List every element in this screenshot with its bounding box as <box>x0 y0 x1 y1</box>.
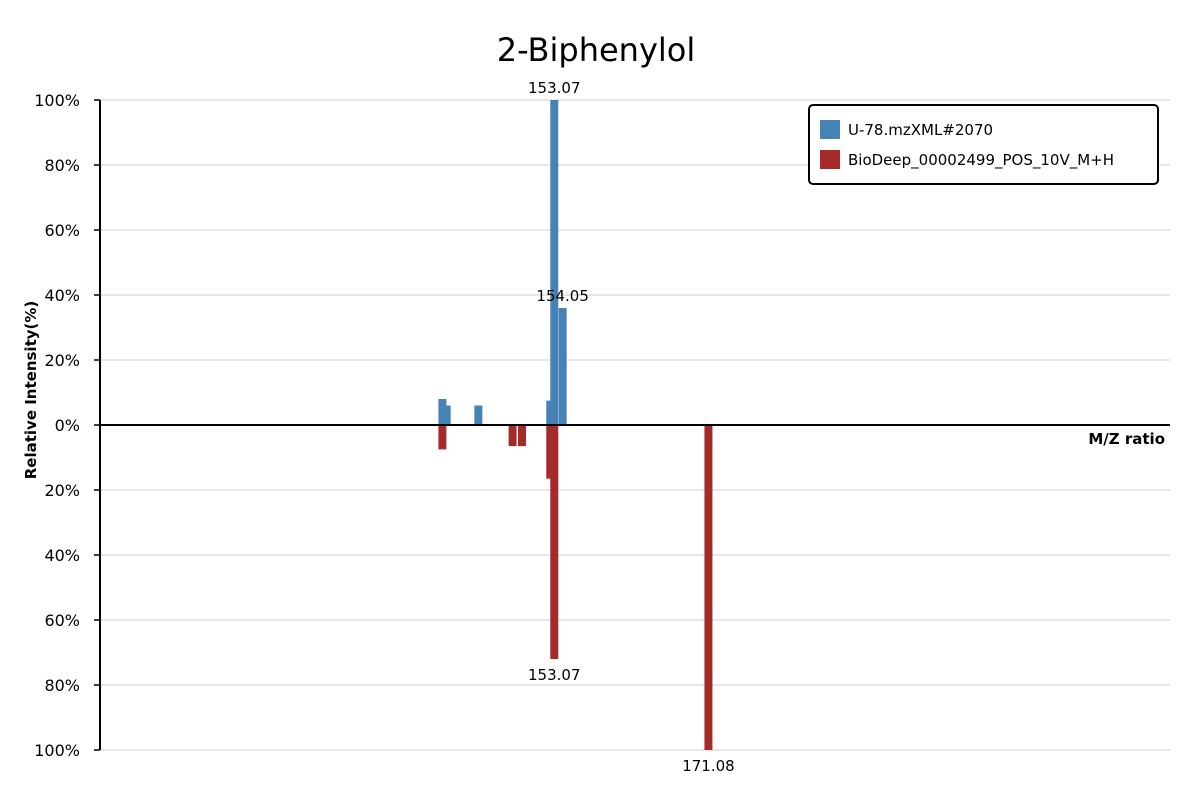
y-tick-label: 100% <box>34 91 80 110</box>
reference-peak-label: 171.08 <box>682 757 735 775</box>
reference-peak-bar <box>704 425 713 750</box>
reference-peak-bar <box>550 425 559 659</box>
x-axis-title: M/Z ratio <box>1088 430 1165 448</box>
y-axis-title: Relative Intensity(%) <box>22 301 40 480</box>
y-tick-label: 0% <box>55 416 80 435</box>
legend: U-78.mzXML#2070 BioDeep_00002499_POS_10V… <box>808 104 1159 185</box>
legend-swatch-reference <box>820 150 840 169</box>
y-tick-label: 80% <box>44 156 80 175</box>
query-peak-bar <box>474 405 483 425</box>
query-peak-label: 153.07 <box>528 79 581 97</box>
peak-bars <box>438 100 713 750</box>
legend-label-reference: BioDeep_00002499_POS_10V_M+H <box>848 151 1114 170</box>
reference-peak-bar <box>508 425 517 447</box>
y-tick-label: 40% <box>44 286 80 305</box>
reference-peak-bar <box>518 425 527 447</box>
axes <box>99 100 1170 750</box>
legend-label-query: U-78.mzXML#2070 <box>848 121 993 139</box>
y-tick-label: 60% <box>44 221 80 240</box>
y-tick-label: 60% <box>44 611 80 630</box>
legend-box <box>808 104 1159 185</box>
grid-lines <box>100 99 1170 751</box>
y-tick-label: 20% <box>44 351 80 370</box>
query-peak-bar <box>550 100 559 425</box>
y-tick-label: 100% <box>34 741 80 760</box>
reference-peak-label: 153.07 <box>528 666 581 684</box>
query-peak-label: 154.05 <box>536 287 589 305</box>
query-peak-bar <box>558 308 567 425</box>
chart-title: 2-Biphenylol <box>497 31 695 69</box>
reference-peak-bar <box>546 425 555 479</box>
y-tick-label: 40% <box>44 546 80 565</box>
y-tick-labels: 100% 80% 60% 40% 20% 0% 20% 40% 60% 80% 100% <box>34 91 100 760</box>
query-peak-bar <box>438 399 447 425</box>
y-tick-label: 80% <box>44 676 80 695</box>
query-peak-bar <box>442 405 451 425</box>
reference-peak-bar <box>438 425 447 450</box>
legend-swatch-query <box>820 120 840 139</box>
y-tick-label: 20% <box>44 481 80 500</box>
peak-labels: 153.07 154.05 153.07 171.08 <box>528 79 735 775</box>
query-peak-bar <box>546 400 555 425</box>
